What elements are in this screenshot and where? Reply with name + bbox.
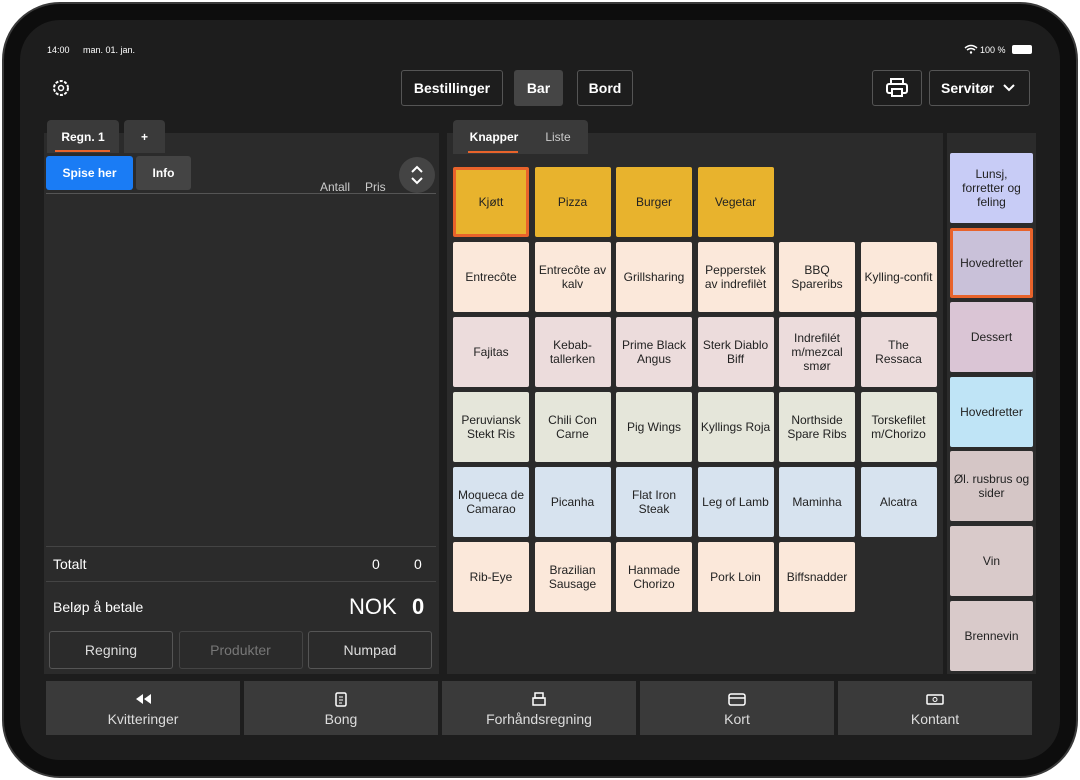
product-button[interactable]: Rib-Eye [453,542,529,612]
product-button[interactable]: The Ressaca [860,317,937,387]
product-button[interactable]: Grillsharing [616,242,692,312]
product-button[interactable]: BBQ Spareribs [779,242,855,312]
status-date: man. 01. jan. [83,45,136,55]
product-button[interactable]: Sterk Diablo Biff [697,317,774,387]
product-button[interactable]: Brazilian Sausage [534,542,611,612]
divider [46,193,436,194]
product-button[interactable]: Flat Iron Steak [616,467,692,537]
product-button[interactable]: Kylling-confit [860,242,937,312]
user-name: Servitør [941,80,994,96]
wifi-icon [964,44,978,54]
tab-underline [55,150,110,152]
product-button[interactable]: Pizza [534,167,611,237]
product-button[interactable]: Entrecôte [453,242,529,312]
category-button[interactable]: Dessert [950,302,1033,373]
column-header: Antall [320,180,351,194]
settings-button[interactable] [51,78,71,98]
bill-tab[interactable]: + [124,120,165,153]
view-tab[interactable]: Liste [545,129,571,144]
product-panel [447,133,943,674]
category-button[interactable]: Hovedretter [950,376,1033,447]
product-button[interactable]: Fajitas [453,317,529,387]
action-label: Forhåndsregning [486,711,592,727]
action-button[interactable]: Bong [244,681,438,735]
product-button[interactable]: Pork Loin [697,542,774,612]
product-button[interactable]: Entrecôte av kalv [534,242,611,312]
total-count: 0 [372,556,380,572]
total-label: Totalt [53,556,87,572]
action-icon [926,694,944,705]
product-button[interactable]: Kebab-tallerken [534,317,611,387]
action-icon [136,694,151,704]
action-button[interactable]: Kort [640,681,834,735]
pay-label: Beløp å betale [53,599,144,615]
product-button[interactable]: Maminha [779,467,855,537]
divider [46,546,436,547]
product-button[interactable]: Vegetar [697,167,774,237]
product-button[interactable]: Moqueca de Camarao [453,467,529,537]
nav-tab[interactable]: Bord [577,70,633,106]
category-button[interactable]: Lunsj, forretter og feling [950,153,1033,223]
action-button[interactable]: Kontant [838,681,1032,735]
action-button[interactable]: Forhåndsregning [442,681,636,735]
product-button[interactable]: Pig Wings [616,392,692,462]
mode-button[interactable]: Spise her [46,156,133,190]
product-button[interactable]: Peruviansk Stekt Ris [453,392,529,462]
user-menu[interactable]: Servitør [929,70,1030,106]
product-button[interactable]: Kyllings Roja [697,392,774,462]
category-button[interactable]: Vin [950,526,1033,596]
action-label: Bong [324,711,358,727]
product-button[interactable]: Leg of Lamb [697,467,774,537]
nav-tab[interactable]: Bestillinger [401,70,503,106]
mode-button[interactable]: Info [136,156,191,190]
column-header: Pris [365,180,386,194]
product-button[interactable]: Picanha [534,467,611,537]
total-price: 0 [414,556,422,572]
category-button[interactable]: Øl. rusbrus og sider [950,451,1033,522]
view-tab[interactable]: Knapper [469,129,519,144]
bill-tab[interactable]: Regn. 1 [47,120,119,153]
pay-amount: 0 [412,594,425,619]
action-icon [728,693,746,706]
print-button[interactable] [872,70,922,106]
product-button[interactable]: Prime Black Angus [616,317,692,387]
product-button[interactable]: Alcatra [860,467,937,537]
category-button[interactable]: Brennevin [950,600,1033,671]
currency: NOK [349,594,397,619]
bill-button: Produkter [178,631,303,669]
product-button[interactable]: Torskefilet m/Chorizo [860,392,937,462]
scroll-toggle[interactable] [399,157,435,193]
product-button[interactable]: Hanmade Chorizo [616,542,692,612]
category-button[interactable]: Hovedretter [950,227,1033,298]
action-icon [335,692,347,707]
tab-underline [468,151,518,153]
bill-button[interactable]: Numpad [308,631,432,669]
tab-bg [453,120,588,154]
action-icon [532,692,546,706]
nav-tab[interactable]: Bar [514,70,563,106]
product-button[interactable]: Pepperstek av indrefilèt [697,242,774,312]
bill-button[interactable]: Regning [49,631,173,669]
product-button[interactable]: Chili Con Carne [534,392,611,462]
product-button[interactable]: Kjøtt [453,167,529,237]
battery-icon [1012,45,1032,54]
status-time: 14:00 [47,45,70,55]
battery-text: 100 % [980,45,1006,55]
action-label: Kvitteringer [107,711,179,727]
bill-panel [44,133,439,674]
product-button[interactable]: Indrefilét m/mezcal smør [779,317,855,387]
product-button[interactable]: Northside Spare Ribs [779,392,855,462]
action-label: Kontant [910,711,960,727]
product-button[interactable]: Biffsnadder [779,542,855,612]
action-button[interactable]: Kvitteringer [46,681,240,735]
divider [46,581,436,582]
action-label: Kort [724,711,750,727]
product-button[interactable]: Burger [616,167,692,237]
